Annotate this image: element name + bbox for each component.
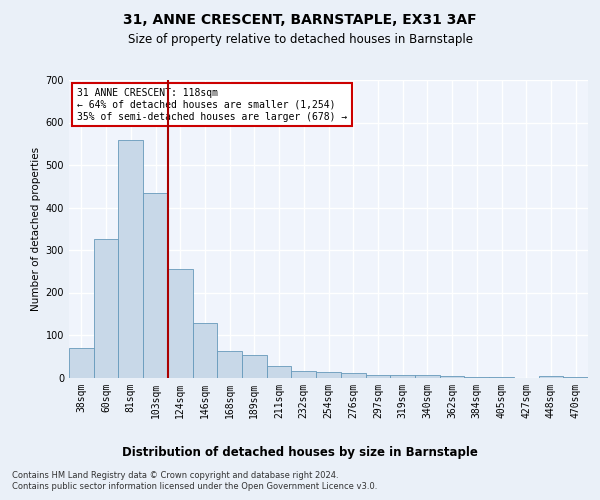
Bar <box>365 374 390 378</box>
Text: Contains HM Land Registry data © Crown copyright and database right 2024.
Contai: Contains HM Land Registry data © Crown c… <box>12 472 377 490</box>
Bar <box>69 348 94 378</box>
Bar <box>390 376 415 378</box>
Bar <box>143 192 168 378</box>
Text: Distribution of detached houses by size in Barnstaple: Distribution of detached houses by size … <box>122 446 478 459</box>
Bar <box>292 371 316 378</box>
Bar <box>168 269 193 378</box>
Bar <box>316 372 341 378</box>
Bar <box>193 323 217 378</box>
Text: 31, ANNE CRESCENT, BARNSTAPLE, EX31 3AF: 31, ANNE CRESCENT, BARNSTAPLE, EX31 3AF <box>123 12 477 26</box>
Text: 31 ANNE CRESCENT: 118sqm
← 64% of detached houses are smaller (1,254)
35% of sem: 31 ANNE CRESCENT: 118sqm ← 64% of detach… <box>77 88 347 122</box>
Bar <box>267 366 292 378</box>
Bar <box>118 140 143 378</box>
Bar <box>415 376 440 378</box>
Bar <box>341 373 365 378</box>
Bar <box>539 376 563 378</box>
Bar <box>217 350 242 378</box>
Bar <box>94 240 118 378</box>
Text: Size of property relative to detached houses in Barnstaple: Size of property relative to detached ho… <box>128 32 473 46</box>
Y-axis label: Number of detached properties: Number of detached properties <box>31 146 41 311</box>
Bar <box>440 376 464 378</box>
Bar <box>242 356 267 378</box>
